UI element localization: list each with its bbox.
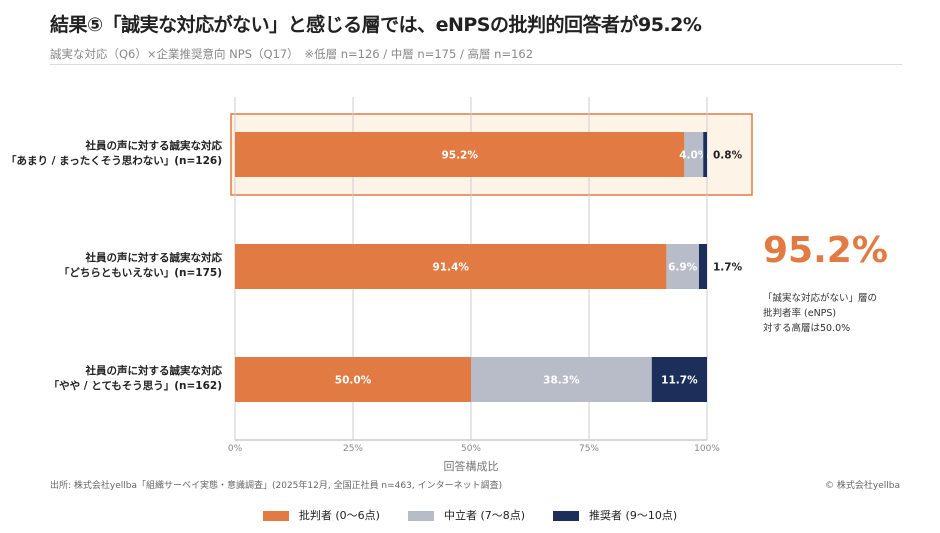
divider	[50, 64, 902, 65]
bar-segment	[235, 357, 471, 402]
source-note: 出所: 株式会社yellba「組織サーベイ実態・意識調査」(2025年12月, …	[50, 481, 503, 491]
category-label-line: 「どちらともいえない」(n=175)	[58, 266, 222, 279]
category-label-line: 社員の声に対する誠実な対応	[85, 364, 223, 377]
data-label: 4.0%	[679, 150, 709, 162]
category-label-line: 「やや / とてもそう思う」(n=162)	[48, 379, 222, 392]
bar-segment	[703, 132, 707, 177]
bar-segment	[684, 132, 704, 177]
data-label: 50.0%	[335, 375, 372, 387]
page-subtitle: 誠実な対応（Q6）×企業推奨意向 NPS（Q17） ※低層 n=126 / 中層…	[50, 47, 534, 61]
category-label: 社員の声に対する誠実な対応「どちらともいえない」(n=175)	[59, 251, 222, 281]
bar-segment	[235, 132, 685, 177]
bar-segment	[651, 357, 707, 402]
bar-segment	[471, 357, 652, 402]
data-label: 6.9%	[668, 262, 698, 274]
bar-segment	[235, 244, 667, 289]
category-label-line: 社員の声に対する誠実な対応	[85, 139, 223, 152]
data-label: 11.7%	[661, 375, 698, 387]
legend-swatch	[553, 511, 580, 521]
category-label: 社員の声に対する誠実な対応「やや / とてもそう思う」(n=162)	[49, 364, 222, 394]
category-label-line: 「あまり / まったくそう思わない」(n=126)	[5, 154, 222, 167]
data-label: 1.7%	[713, 262, 743, 274]
legend-item-promoters: 推奨者 (9〜10点)	[553, 507, 677, 523]
data-label: 38.3%	[543, 375, 580, 387]
data-label: 0.8%	[713, 150, 743, 162]
legend-label: 批判者 (0〜6点)	[298, 509, 380, 522]
data-label: 95.2%	[441, 150, 478, 162]
data-label: 91.4%	[432, 262, 469, 274]
legend-item-passives: 中立者 (7〜8点)	[407, 507, 526, 523]
x-tick-label: 75%	[579, 444, 599, 454]
copyright: © 株式会社yellba	[825, 481, 900, 491]
x-tick-label: 25%	[343, 444, 363, 454]
bar-segment	[698, 244, 707, 289]
x-tick-label: 100%	[694, 444, 720, 454]
legend-label: 推奨者 (9〜10点)	[589, 509, 678, 522]
x-axis-title: 回答構成比	[444, 459, 499, 473]
legend-swatch	[407, 511, 434, 521]
bar-segment	[666, 244, 699, 289]
legend: 批判者 (0〜6点) 中立者 (7〜8点) 推奨者 (9〜10点)	[0, 507, 940, 523]
legend-label: 中立者 (7〜8点)	[443, 509, 526, 522]
category-label: 社員の声に対する誠実な対応「あまり / まったくそう思わない」(n=126)	[6, 139, 222, 169]
legend-item-detractors: 批判者 (0〜6点)	[262, 507, 380, 523]
legend-swatch	[262, 511, 289, 521]
kpi-note: 「誠実な対応がない」層の 批判者率 (eNPS) 対する高層は50.0%	[763, 291, 877, 336]
x-tick-label: 50%	[461, 444, 481, 454]
kpi-note-line: 批判者率 (eNPS)	[763, 308, 837, 319]
category-label-line: 社員の声に対する誠実な対応	[85, 251, 223, 264]
kpi-value: 95.2%	[763, 230, 888, 271]
x-tick-label: 0%	[228, 444, 243, 454]
kpi-note-line: 対する高層は50.0%	[763, 323, 851, 334]
kpi-note-line: 「誠実な対応がない」層の	[763, 293, 878, 304]
page-title: 結果⑤「誠実な対応がない」と感じる層では、eNPSの批判的回答者が95.2%	[50, 14, 702, 36]
